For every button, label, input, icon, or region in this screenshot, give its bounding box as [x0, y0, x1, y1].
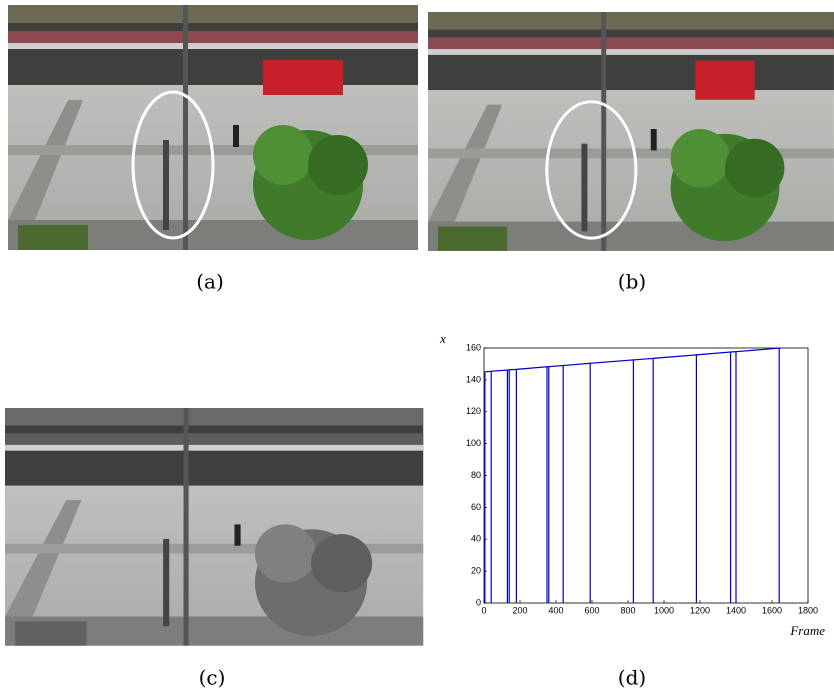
x-tick-label: 1800 — [798, 605, 818, 615]
y-tick-label: 80 — [471, 470, 481, 480]
x-tick-label: 1200 — [690, 605, 710, 615]
y-tick-label: 40 — [471, 534, 481, 544]
y-tick-label: 0 — [476, 597, 481, 607]
photo-b — [428, 12, 834, 251]
y-axis-label: x — [439, 331, 446, 346]
photo-a — [8, 5, 418, 250]
caption: (d) — [618, 666, 646, 690]
x-tick-label: 600 — [584, 605, 599, 615]
y-tick-label: 20 — [471, 566, 481, 576]
photo-c — [5, 408, 423, 646]
chart: 0 200 400 600 800 1000 1200 1400 1600 1800 0 20 40 60… — [439, 331, 825, 638]
y-tick-label: 100 — [466, 438, 481, 448]
x-tick-label: 200 — [512, 605, 527, 615]
x-axis-label: Frame — [789, 623, 825, 638]
y-tick-label: 60 — [471, 502, 481, 512]
y-tick-label: 160 — [466, 342, 481, 352]
y-tick-label: 120 — [466, 406, 481, 416]
y-tick-label: 140 — [466, 374, 481, 384]
caption: (c) — [199, 666, 226, 690]
plot-area — [484, 348, 808, 603]
x-tick-label: 1400 — [726, 605, 746, 615]
x-tick-label: 0 — [481, 605, 486, 615]
x-tick-label: 400 — [548, 605, 563, 615]
x-tick-label: 1000 — [654, 605, 674, 615]
caption: (a) — [196, 270, 224, 294]
x-tick-label: 800 — [620, 605, 635, 615]
x-tick-label: 1600 — [762, 605, 782, 615]
figure: (a) (b) (c) (d) 020040060080010001200140… — [0, 0, 834, 695]
caption: (b) — [618, 270, 646, 294]
